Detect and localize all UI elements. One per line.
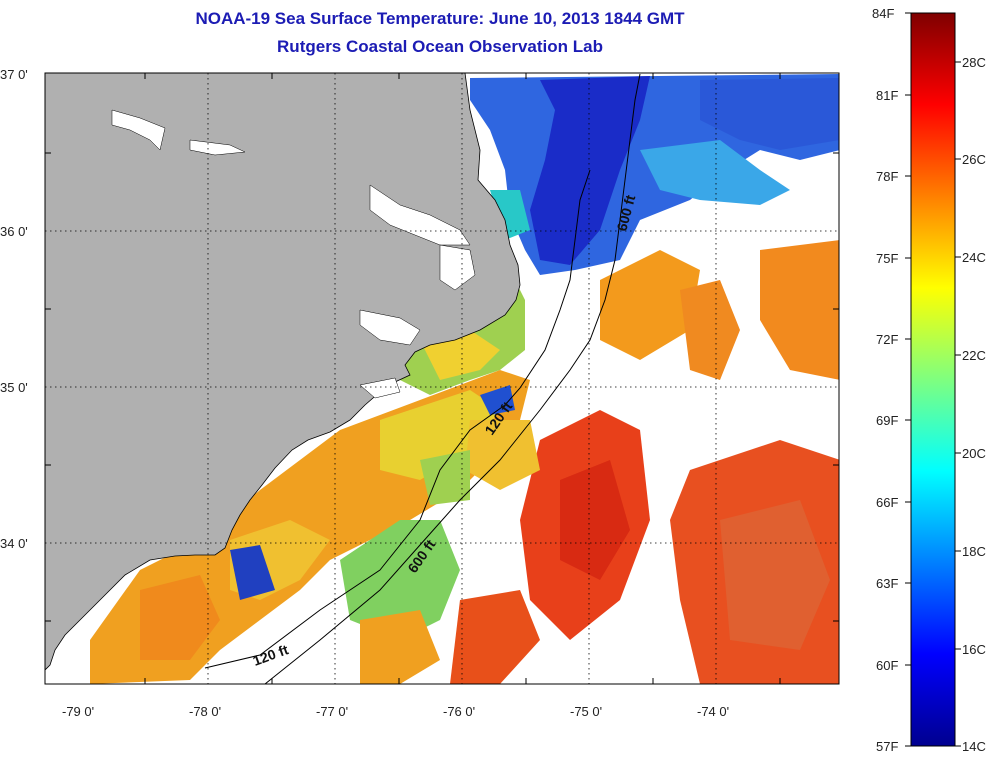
colorbar-c-label: 26C (962, 152, 986, 167)
longitude-label: -74 0' (697, 704, 729, 719)
isobath-600ft (264, 73, 641, 684)
latitude-label: 37 0' (0, 67, 28, 82)
latitude-label: 34 0' (0, 536, 28, 551)
tick-marks (45, 73, 839, 684)
latitude-label: 36 0' (0, 224, 28, 239)
colorbar (910, 12, 956, 747)
colorbar-f-label: 66F (876, 495, 898, 510)
colorbar-c-label: 18C (962, 544, 986, 559)
longitude-label: -79 0' (62, 704, 94, 719)
colorbar-c-label: 16C (962, 642, 986, 657)
colorbar-f-label: 60F (876, 658, 898, 673)
latitude-label: 35 0' (0, 380, 28, 395)
colorbar-c-label: 28C (962, 55, 986, 70)
map-title: NOAA-19 Sea Surface Temperature: June 10… (195, 9, 685, 28)
colorbar-f-label: 84F (872, 6, 894, 21)
colorbar-c-label: 14C (962, 739, 986, 754)
colorbar-f-label: 75F (876, 251, 898, 266)
colorbar-c-label: 22C (962, 348, 986, 363)
longitude-label: -75 0' (570, 704, 602, 719)
colorbar-f-label: 72F (876, 332, 898, 347)
graticule (45, 73, 839, 684)
colorbar-ticks (905, 12, 961, 747)
colorbar-c-label: 20C (962, 446, 986, 461)
longitude-label: -78 0' (189, 704, 221, 719)
longitude-label: -76 0' (443, 704, 475, 719)
colorbar-f-label: 57F (876, 739, 898, 754)
colorbar-f-label: 81F (876, 88, 898, 103)
colorbar-f-label: 69F (876, 413, 898, 428)
map-border (44, 72, 840, 685)
colorbar-f-label: 78F (876, 169, 898, 184)
isobath-120ft (204, 169, 591, 669)
map-subtitle: Rutgers Coastal Ocean Observation Lab (277, 37, 603, 56)
longitude-label: -77 0' (316, 704, 348, 719)
colorbar-c-label: 24C (962, 250, 986, 265)
colorbar-f-label: 63F (876, 576, 898, 591)
